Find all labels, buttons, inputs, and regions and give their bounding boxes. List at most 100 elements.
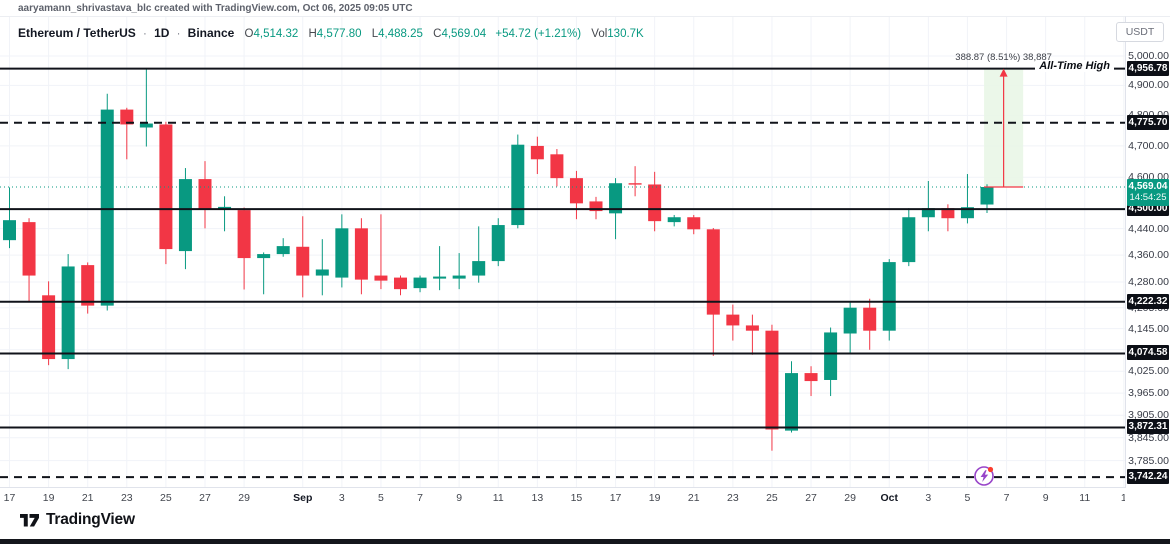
candle-down: [726, 314, 740, 326]
candle-up: [609, 183, 623, 214]
high-value: 4,577.80: [316, 28, 362, 40]
candle-up: [315, 269, 329, 276]
price-tick-label: 3,845.00: [1128, 431, 1169, 444]
time-tick-day: 3: [925, 492, 932, 504]
interval-label: 1D: [154, 26, 170, 40]
symbol-title: Ethereum / TetherUS: [18, 26, 136, 40]
time-tick-day: 11: [492, 492, 504, 504]
candle-down: [394, 277, 407, 290]
candle-down: [804, 373, 818, 382]
time-tick-day: 1: [1121, 492, 1125, 504]
candle-down: [120, 109, 134, 125]
time-tick-day: 17: [3, 492, 16, 504]
candle-up: [785, 373, 798, 431]
candle-up: [843, 307, 857, 334]
alert-red-dot: [987, 467, 994, 473]
price-level-badge: 4,222.32: [1127, 293, 1169, 309]
time-tick-day: 7: [1003, 492, 1010, 504]
candle-down: [589, 201, 603, 212]
all-time-high-label: All-Time High: [1035, 59, 1114, 72]
candle-up: [413, 277, 427, 289]
price-tick-label: 4,440.00: [1128, 222, 1169, 235]
price-axis[interactable]: 5,000.004,900.004,800.004,700.004,600.00…: [1125, 16, 1170, 488]
candle-down: [569, 178, 583, 204]
price-level-badge: 3,872.31: [1127, 419, 1169, 435]
time-tick-day: 29: [238, 492, 250, 504]
candle-up: [667, 217, 681, 223]
currency-toggle-button[interactable]: USDT: [1116, 22, 1164, 42]
volume-label: Vol: [591, 28, 608, 40]
tradingview-logo-text: TradingView: [46, 511, 135, 528]
price-tick-label: 4,280.00: [1128, 275, 1169, 288]
time-axis[interactable]: 17 19 21 23 25 27 29 Sep 3 5 7 9 11 13 15 17 19 21 23 25 27 2…: [0, 487, 1125, 508]
attribution-text: aaryamann_shrivastava_blc created with T…: [18, 3, 413, 14]
separator-dot: ·: [176, 28, 181, 40]
time-tick-day: 19: [648, 492, 661, 504]
time-tick-day: 25: [160, 492, 172, 504]
alert-icon[interactable]: [973, 465, 995, 487]
exchange-label: Binance: [187, 26, 235, 40]
time-tick-day: 23: [120, 492, 133, 504]
candle-up: [491, 225, 505, 262]
candle-up: [3, 220, 16, 241]
low-value: 4,488.25: [378, 28, 423, 40]
candle-up: [472, 261, 486, 276]
time-tick-day: 29: [844, 492, 856, 504]
candle-down: [159, 124, 173, 250]
candle-down: [530, 145, 544, 160]
candle-up: [218, 206, 232, 210]
candle-down: [628, 183, 642, 185]
price-tick-label: 4,700.00: [1128, 139, 1169, 152]
candle-up: [100, 109, 114, 306]
time-tick-day: 9: [456, 492, 463, 504]
time-tick-day: 25: [766, 492, 778, 504]
time-tick-day: 15: [570, 492, 583, 504]
chart-legend: Ethereum / TetherUS · 1D · Binance O4,51…: [18, 26, 644, 40]
bar-countdown: 14:54:25: [1129, 192, 1167, 203]
candle-up: [276, 246, 290, 255]
candle-up: [902, 217, 916, 263]
price-level-badge: 4,956.78: [1127, 60, 1169, 76]
time-tick-day: 7: [417, 492, 423, 504]
current-price-badge: 4,569.04 14:54:25: [1127, 179, 1169, 206]
candle-up: [61, 266, 75, 360]
close-value: 4,569.04: [441, 28, 487, 40]
price-tick-label: 3,785.00: [1128, 454, 1169, 467]
candle-up: [824, 332, 838, 380]
volume-value: 130.7K: [607, 28, 644, 40]
time-tick-day: 5: [964, 492, 971, 504]
price-level-badge: 3,742.24: [1127, 469, 1169, 485]
candle-down: [706, 229, 720, 315]
time-tick-day: 13: [531, 492, 544, 504]
candle-up: [960, 207, 974, 219]
time-tick-day: 17: [609, 492, 622, 504]
candlestick-chart[interactable]: [0, 16, 1125, 488]
time-tick-day: 5: [378, 492, 384, 504]
candle-down: [550, 154, 564, 179]
price-tick-label: 4,145.00: [1128, 322, 1169, 335]
separator-dot: ·: [143, 28, 147, 40]
candle-down: [22, 222, 36, 276]
candle-down: [863, 307, 877, 331]
candle-up: [335, 228, 349, 278]
high-label: H: [308, 28, 317, 40]
price-level-badge: 4,074.58: [1127, 345, 1169, 361]
price-tick-label: 3,905.00: [1128, 409, 1169, 422]
candle-down: [648, 184, 662, 222]
time-tick-day: 27: [199, 492, 211, 504]
time-tick-day: 3: [338, 492, 345, 504]
price-tick-label: 4,025.00: [1128, 365, 1169, 378]
time-tick-day: 11: [1079, 492, 1091, 504]
candle-up: [257, 254, 271, 259]
price-tick-label: 4,360.00: [1128, 249, 1169, 262]
time-tick-day: 21: [687, 492, 700, 504]
time-tick-day: 21: [81, 492, 94, 504]
candle-up: [921, 208, 935, 218]
candle-up: [139, 123, 153, 128]
candle-down: [765, 330, 779, 430]
time-tick-day: 27: [805, 492, 817, 504]
tradingview-logo[interactable]: TradingView: [20, 511, 135, 529]
close-label: C: [433, 28, 442, 40]
range-arrow-head: [999, 68, 1008, 77]
